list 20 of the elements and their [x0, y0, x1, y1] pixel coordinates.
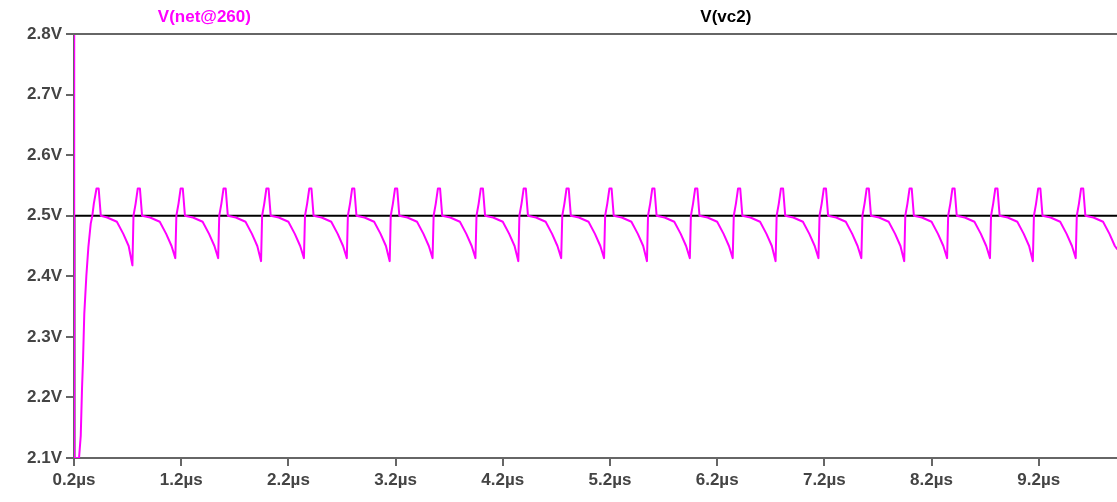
x-tick-label: 0.2µs — [52, 469, 96, 489]
y-tick-label: 2.7V — [27, 84, 63, 104]
y-tick-label: 2.2V — [27, 387, 63, 407]
y-tick-label: 2.8V — [27, 23, 63, 43]
x-tick-label: 9.2µs — [1017, 469, 1061, 489]
y-tick-label: 2.4V — [27, 265, 63, 285]
x-tick-label: 3.2µs — [374, 469, 418, 489]
y-tick-label: 2.1V — [27, 447, 63, 467]
text: V(net@260) — [157, 6, 251, 26]
x-tick-label: 8.2µs — [910, 469, 953, 489]
x-tick-label: 6.2µs — [695, 469, 739, 489]
x-tick-label: 4.2µs — [481, 469, 525, 489]
text: V(vc2) — [700, 6, 752, 26]
y-tick-label: 2.3V — [27, 326, 63, 346]
x-tick-label: 2.2µs — [266, 469, 310, 489]
y-tick-label: 2.5V — [27, 205, 63, 225]
x-tick-label: 1.2µs — [159, 469, 203, 489]
x-tick-label: 5.2µs — [588, 469, 632, 489]
y-tick-label: 2.6V — [27, 144, 63, 164]
x-tick-label: 7.2µs — [802, 469, 846, 489]
